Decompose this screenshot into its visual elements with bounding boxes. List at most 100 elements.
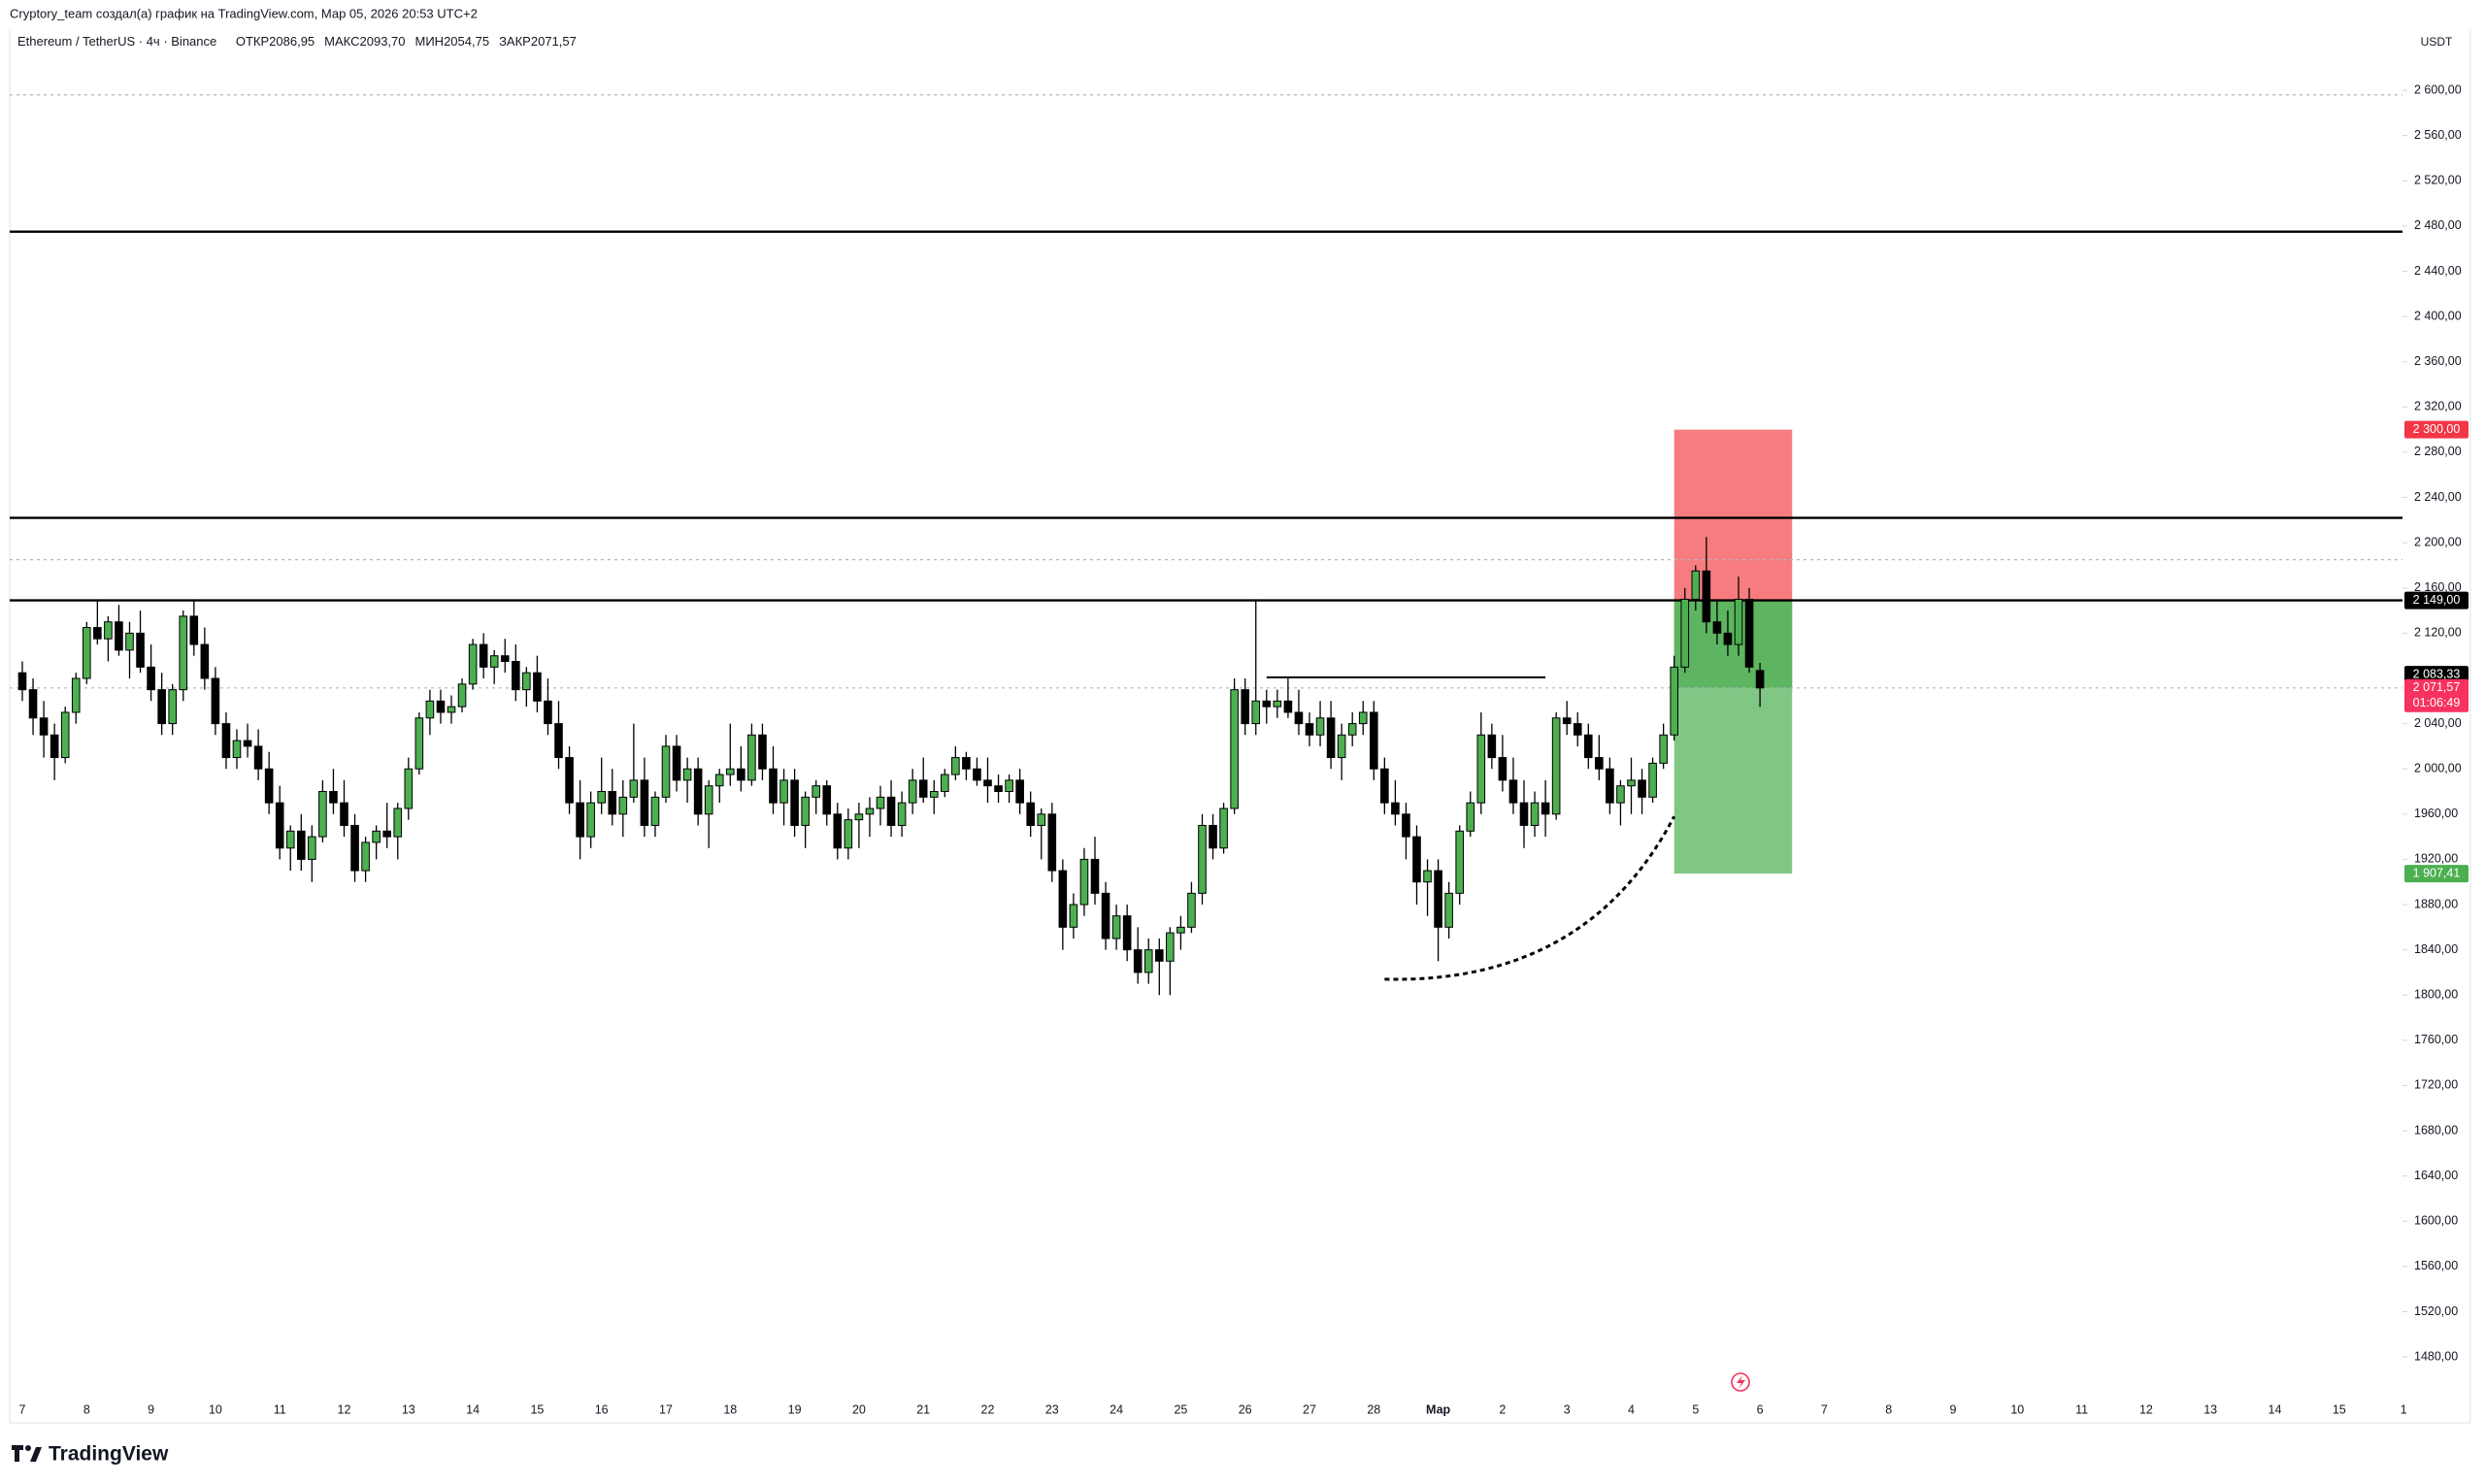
legend-value: 2093,70 [360, 34, 406, 49]
candle-body [200, 643, 210, 679]
y-tick-label: 1680,00 [2414, 1123, 2458, 1137]
y-tick-label: 1760,00 [2414, 1033, 2458, 1046]
candle-body [1691, 570, 1701, 600]
price-label: 1 907,41 [2413, 866, 2461, 879]
candle-body [1079, 858, 1089, 906]
y-tick-label: 1840,00 [2414, 942, 2458, 956]
candle-body [1176, 926, 1185, 934]
candle-body [436, 700, 446, 713]
candle-body [533, 672, 542, 702]
candle-body [157, 689, 166, 725]
brand: TradingView [49, 1443, 169, 1466]
price-label: 2 149,00 [2413, 593, 2461, 607]
candle-body [232, 740, 242, 759]
candle-body [693, 768, 703, 815]
x-tick-label: 8 [83, 1402, 90, 1416]
x-tick-label: 14 [466, 1402, 480, 1416]
candle-body [908, 779, 917, 804]
x-tick-label: 23 [1045, 1402, 1059, 1416]
legend-value: 2071,57 [531, 34, 577, 49]
candle-body [253, 745, 263, 770]
legend-key: ОТКР [236, 34, 269, 49]
candle-body [779, 779, 788, 804]
candle-body [1251, 700, 1261, 725]
candle-body [1476, 734, 1486, 804]
candle-body [1616, 785, 1625, 804]
candle-body [737, 768, 746, 781]
price-label-box [2404, 865, 2468, 883]
candle-body [844, 819, 853, 849]
legend-key: ЗАКР [499, 34, 531, 49]
candle-body [886, 796, 896, 826]
candle-body [1155, 949, 1164, 962]
candle-body [962, 757, 971, 770]
candle-body [1734, 598, 1743, 645]
candle-body [425, 700, 435, 719]
attribution: Cryptory_team создал(а) график на Tradin… [10, 6, 478, 20]
x-tick-label: 27 [1303, 1402, 1316, 1416]
candle-body [586, 802, 595, 838]
candle-body [1659, 734, 1668, 764]
y-tick-label: 2 120,00 [2414, 626, 2462, 640]
x-tick-label: 12 [2139, 1402, 2153, 1416]
candle-body [1519, 802, 1529, 826]
x-tick-label: 20 [852, 1402, 866, 1416]
candle-body [1358, 711, 1368, 725]
candle-body [457, 683, 467, 708]
y-tick-label: 2 560,00 [2414, 128, 2462, 142]
candle-body [1315, 717, 1325, 736]
candle-body [1423, 870, 1432, 883]
candle-body [1187, 892, 1196, 928]
y-tick-label: 1960,00 [2414, 807, 2458, 820]
candle-body [1015, 779, 1024, 804]
candle-body [393, 808, 403, 838]
y-tick-label: 1800,00 [2414, 988, 2458, 1002]
candle-body [28, 689, 38, 719]
y-tick-label: 2 520,00 [2414, 174, 2462, 187]
candle-body [854, 813, 864, 821]
candle-body [1143, 949, 1153, 973]
y-tick-label: 1600,00 [2414, 1214, 2458, 1228]
symbol-legend: Ethereum / TetherUS · 4ч · Binance ОТКР2… [17, 34, 577, 49]
candle-body [608, 790, 617, 815]
candle-body [1702, 570, 1711, 623]
candle-body [243, 740, 252, 747]
candle-body [812, 785, 821, 798]
candle-body [1326, 717, 1336, 759]
y-tick-label: 1720,00 [2414, 1078, 2458, 1092]
x-tick-label: 9 [1950, 1402, 1957, 1416]
x-tick-label: 9 [148, 1402, 154, 1416]
candle-body [1670, 666, 1679, 736]
candle-body [1337, 734, 1346, 759]
candle-body [1551, 717, 1561, 815]
candle-body [629, 779, 639, 798]
candle-body [758, 734, 767, 770]
y-tick-label: 2 440,00 [2414, 264, 2462, 278]
y-tick-label: 1640,00 [2414, 1169, 2458, 1182]
candle-body [1744, 598, 1754, 668]
candle-body [318, 790, 327, 838]
candle-body [865, 808, 875, 815]
candle-body [747, 734, 756, 781]
candle-body [833, 813, 843, 849]
candle-body [275, 802, 284, 849]
candle-body [1680, 598, 1690, 668]
candle-body [1627, 779, 1636, 787]
candle-body [1638, 779, 1646, 798]
candle-body [211, 677, 220, 725]
candle-body [672, 745, 681, 781]
candle-body [404, 768, 414, 809]
price-label: 2 083,33 [2413, 667, 2461, 680]
candle-body [822, 785, 832, 815]
x-tick-label: 3 [1564, 1402, 1571, 1416]
candle-body [554, 723, 563, 759]
candle-body [372, 830, 381, 843]
candle-body [769, 768, 778, 804]
candle-body [1380, 768, 1389, 804]
y-tick-label: 1880,00 [2414, 897, 2458, 910]
x-tick-label: 21 [916, 1402, 930, 1416]
price-label: 2 071,57 [2413, 680, 2461, 694]
candle-body [1595, 757, 1604, 770]
x-tick-label: 12 [338, 1402, 351, 1416]
